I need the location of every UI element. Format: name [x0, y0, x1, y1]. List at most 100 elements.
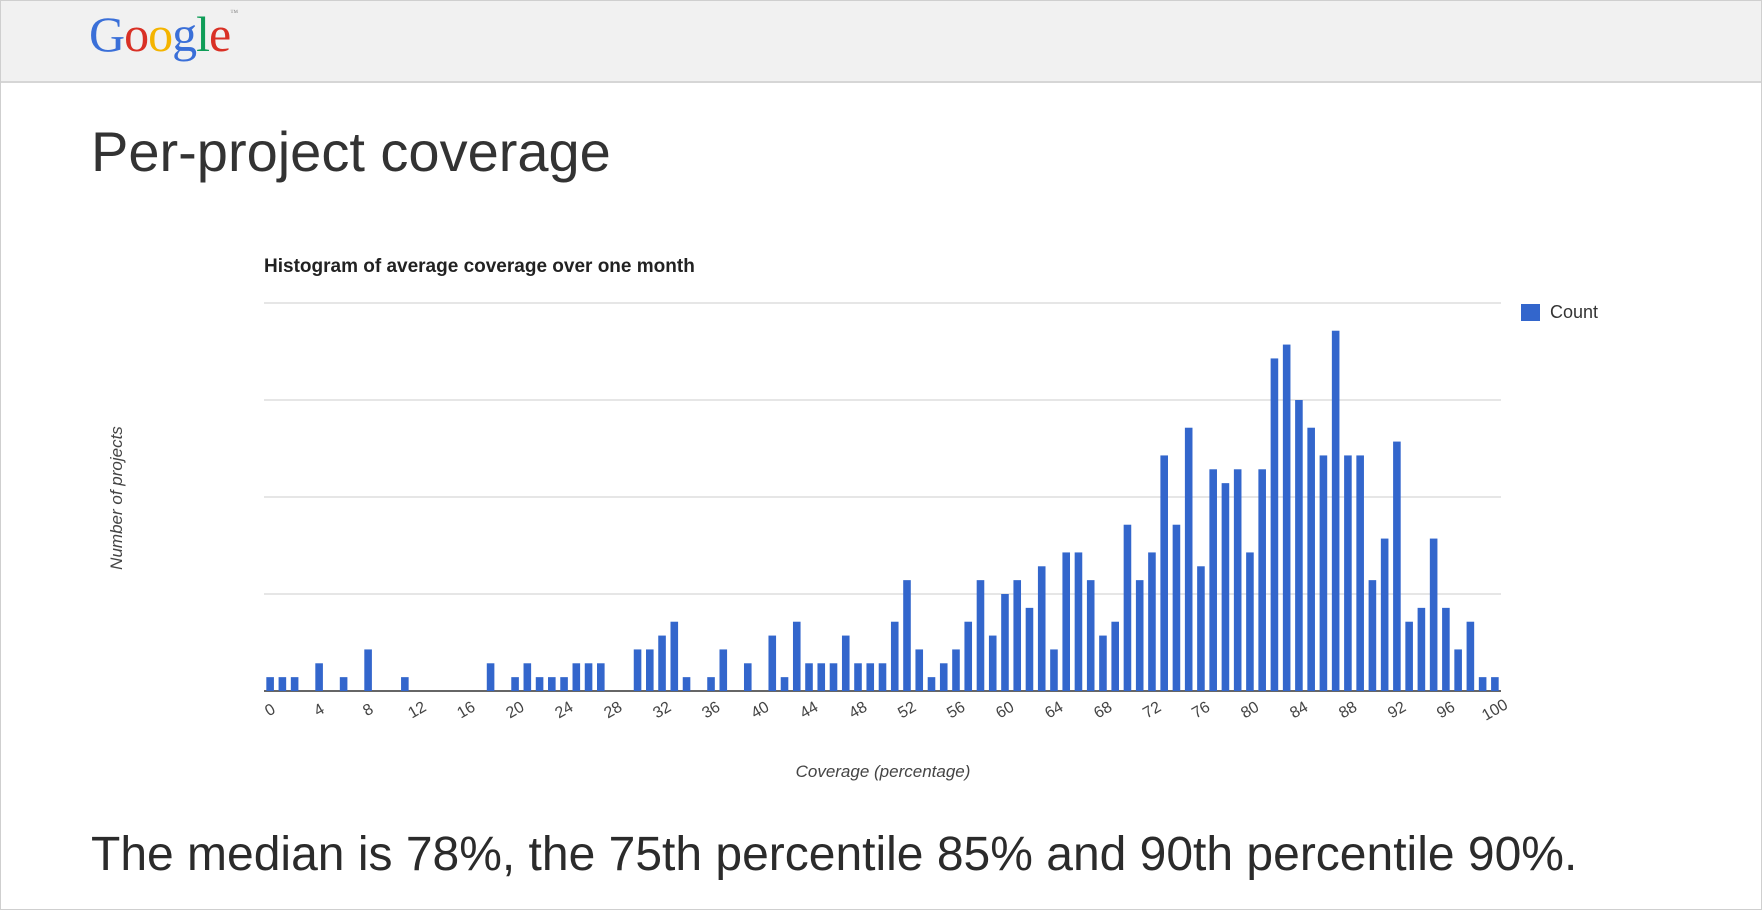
histogram-bar[interactable] — [266, 677, 274, 691]
histogram-bar[interactable] — [572, 663, 581, 691]
x-tick-label: 56 — [944, 699, 968, 723]
histogram-bar[interactable] — [1233, 469, 1242, 691]
histogram-bar[interactable] — [1013, 580, 1022, 691]
histogram-bar[interactable] — [1025, 607, 1034, 691]
histogram-bar[interactable] — [805, 663, 813, 691]
histogram-bar[interactable] — [976, 580, 985, 691]
histogram-bar[interactable] — [1086, 580, 1095, 691]
x-tick-label: 92 — [1385, 699, 1409, 723]
histogram-bar[interactable] — [988, 635, 997, 691]
histogram-bar[interactable] — [952, 649, 960, 691]
histogram-bar[interactable] — [1258, 469, 1266, 691]
x-tick-label: 4 — [311, 701, 327, 720]
histogram-bar[interactable] — [1184, 427, 1193, 691]
histogram-bar[interactable] — [854, 663, 862, 691]
histogram-bar[interactable] — [290, 677, 299, 691]
logo-letter: o — [148, 6, 173, 62]
histogram-bar[interactable] — [707, 677, 715, 691]
histogram-bar[interactable] — [878, 663, 887, 691]
histogram-bar[interactable] — [535, 677, 544, 691]
histogram-bar[interactable] — [670, 621, 679, 691]
histogram-bar[interactable] — [719, 649, 728, 691]
histogram-bar[interactable] — [278, 677, 287, 691]
histogram-bar[interactable] — [584, 663, 593, 691]
logo-letter: g — [172, 6, 197, 62]
histogram-bar[interactable] — [1282, 344, 1291, 691]
histogram-bar[interactable] — [1442, 607, 1450, 691]
histogram-bar[interactable] — [339, 677, 348, 691]
histogram-bar[interactable] — [1405, 621, 1413, 691]
histogram-bar[interactable] — [1344, 455, 1352, 691]
histogram-bar[interactable] — [1417, 607, 1426, 691]
histogram-bar[interactable] — [1099, 635, 1107, 691]
histogram-bar[interactable] — [939, 663, 948, 691]
histogram-bar[interactable] — [523, 663, 532, 691]
histogram-bar[interactable] — [511, 677, 519, 691]
histogram-bar[interactable] — [903, 580, 911, 691]
histogram-bar[interactable] — [1037, 566, 1046, 691]
chart-title: Histogram of average coverage over one m… — [264, 256, 695, 277]
histogram-bar[interactable] — [1172, 524, 1181, 691]
histogram-bar[interactable] — [1331, 330, 1340, 691]
histogram-bar[interactable] — [1074, 552, 1083, 691]
histogram-bar[interactable] — [1429, 538, 1438, 691]
histogram-bar[interactable] — [1197, 566, 1205, 691]
histogram-bar[interactable] — [1123, 524, 1132, 691]
histogram-bar[interactable] — [792, 621, 801, 691]
histogram-bar[interactable] — [1466, 621, 1475, 691]
histogram-bar[interactable] — [829, 663, 838, 691]
histogram-bar[interactable] — [817, 663, 826, 691]
histogram-bar[interactable] — [682, 677, 691, 691]
histogram-bar[interactable] — [1221, 483, 1230, 691]
histogram-bar[interactable] — [401, 677, 409, 691]
histogram-bar[interactable] — [1050, 649, 1058, 691]
x-tick-label: 24 — [552, 699, 576, 723]
histogram-bar[interactable] — [364, 649, 372, 691]
histogram-bar[interactable] — [1209, 469, 1217, 691]
histogram-bar[interactable] — [780, 677, 789, 691]
histogram-bar[interactable] — [1160, 455, 1168, 691]
histogram-bar[interactable] — [768, 635, 777, 691]
histogram-bar[interactable] — [548, 677, 556, 691]
histogram-bar[interactable] — [1307, 427, 1315, 691]
histogram-bar[interactable] — [1295, 400, 1303, 691]
histogram-bar[interactable] — [927, 677, 936, 691]
x-tick-label: 48 — [846, 699, 870, 723]
histogram-bar[interactable] — [964, 621, 973, 691]
histogram-bar[interactable] — [1380, 538, 1389, 691]
x-tick-label: 76 — [1189, 699, 1213, 723]
histogram-bar[interactable] — [1246, 552, 1254, 691]
histogram-bar[interactable] — [1319, 455, 1328, 691]
histogram-bar[interactable] — [646, 649, 654, 691]
histogram-bar[interactable] — [1393, 441, 1401, 691]
histogram-bar[interactable] — [597, 663, 605, 691]
histogram-bar[interactable] — [1270, 358, 1279, 691]
histogram-bar[interactable] — [1478, 677, 1487, 691]
histogram-bar[interactable] — [1111, 621, 1119, 691]
histogram-bar[interactable] — [1356, 455, 1364, 691]
histogram-bar[interactable] — [841, 635, 850, 691]
histogram-bar[interactable] — [315, 663, 323, 691]
histogram-bar[interactable] — [866, 663, 875, 691]
histogram-bar[interactable] — [1062, 552, 1071, 691]
x-tick-label: 16 — [454, 699, 478, 723]
histogram-bar[interactable] — [1491, 677, 1499, 691]
histogram-bar[interactable] — [560, 677, 568, 691]
histogram-bar[interactable] — [1368, 580, 1377, 691]
histogram-bar[interactable] — [890, 621, 899, 691]
x-tick-label: 20 — [503, 699, 527, 723]
histogram-bar[interactable] — [1454, 649, 1462, 691]
histogram-bar[interactable] — [1148, 552, 1156, 691]
histogram-bar[interactable] — [486, 663, 495, 691]
histogram-bar[interactable] — [658, 635, 666, 691]
histogram-bar[interactable] — [915, 649, 924, 691]
histogram-bar[interactable] — [1001, 594, 1009, 691]
x-tick-label: 8 — [360, 701, 376, 720]
histogram-bar[interactable] — [633, 649, 642, 691]
logo-letter: G — [89, 6, 125, 62]
x-axis-label: Coverage (percentage) — [795, 762, 971, 781]
histogram-bar[interactable] — [1135, 580, 1144, 691]
histogram-bar[interactable] — [743, 663, 752, 691]
slide-title: Per-project coverage — [91, 120, 611, 183]
